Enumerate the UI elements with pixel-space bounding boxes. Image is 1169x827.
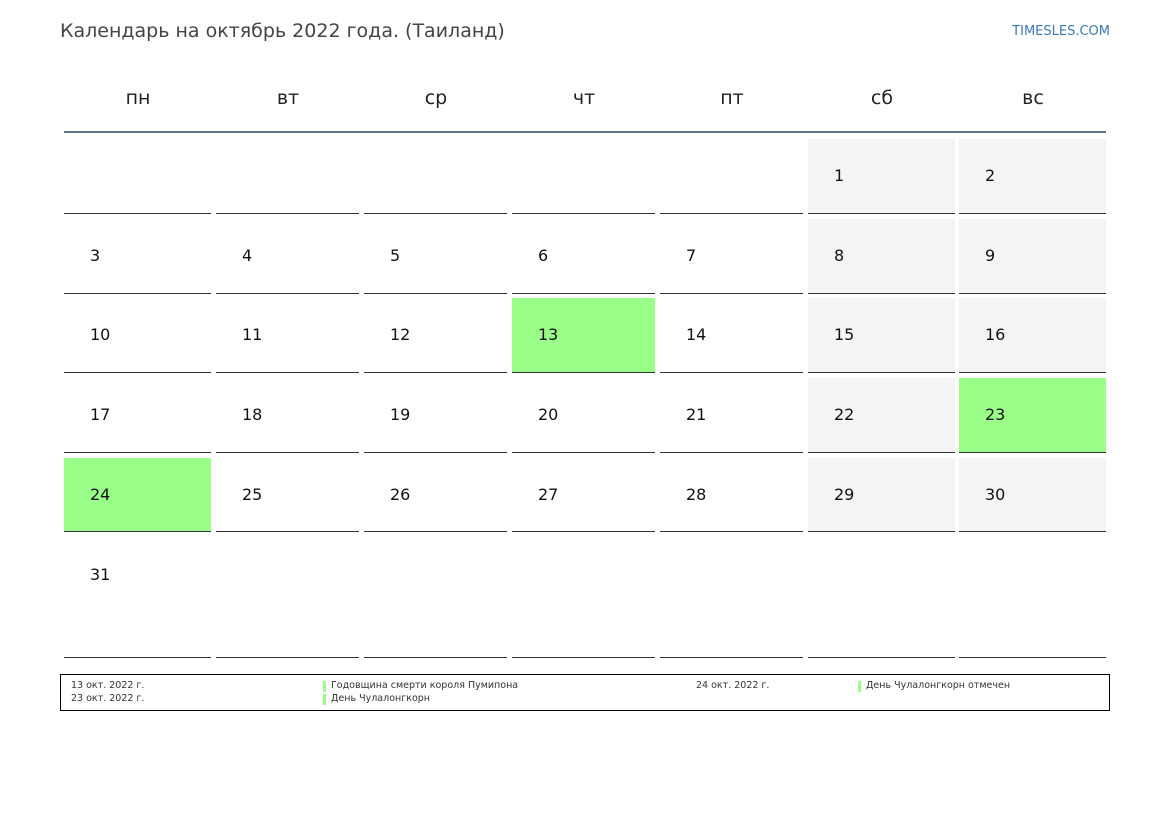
day-cell <box>364 378 507 453</box>
day-number: 30 <box>985 485 1006 504</box>
day-number: 18 <box>242 405 263 424</box>
holiday-legend <box>60 674 1110 711</box>
day-cell <box>512 139 655 214</box>
day-cell <box>660 458 803 532</box>
day-cell <box>64 139 211 214</box>
day-number: 11 <box>242 325 263 344</box>
weekday-label: чт <box>572 87 596 109</box>
day-number: 29 <box>834 485 855 504</box>
holiday-marker <box>858 681 861 692</box>
day-cell <box>959 298 1106 373</box>
day-number: 20 <box>538 405 559 424</box>
day-cell <box>216 538 359 658</box>
day-number: 6 <box>538 246 549 265</box>
day-cell <box>216 378 359 453</box>
day-cell <box>512 298 655 373</box>
day-number: 23 <box>985 405 1006 424</box>
day-number: 14 <box>686 325 707 344</box>
day-cell <box>216 298 359 373</box>
day-cell <box>512 458 655 532</box>
day-number: 8 <box>834 246 845 265</box>
day-cell <box>512 378 655 453</box>
day-cell <box>64 458 211 532</box>
day-number: 21 <box>686 405 707 424</box>
day-cell <box>216 139 359 214</box>
weekday-label: вт <box>276 87 300 109</box>
day-cell <box>364 139 507 214</box>
day-number: 16 <box>985 325 1006 344</box>
day-cell <box>364 538 507 658</box>
day-number: 10 <box>90 325 111 344</box>
holiday-marker <box>323 694 326 705</box>
header-rule <box>64 131 1106 133</box>
day-cell <box>660 219 803 294</box>
holiday-date: 24 окт. 2022 г. <box>696 680 770 691</box>
day-number: 22 <box>834 405 855 424</box>
day-number: 9 <box>985 246 996 265</box>
day-cell <box>660 538 803 658</box>
day-number: 15 <box>834 325 855 344</box>
day-cell <box>808 139 955 214</box>
day-number: 25 <box>242 485 263 504</box>
weekday-label: вс <box>1022 87 1044 109</box>
holiday-date: 13 окт. 2022 г. <box>71 680 145 691</box>
day-cell <box>808 298 955 373</box>
day-cell <box>216 219 359 294</box>
day-cell <box>660 298 803 373</box>
day-number: 1 <box>834 166 845 185</box>
day-cell <box>959 139 1106 214</box>
day-cell <box>364 458 507 532</box>
holiday-name: День Чулалонгкорн отмечен <box>866 680 1011 691</box>
day-cell <box>512 538 655 658</box>
day-cell <box>512 219 655 294</box>
day-cell <box>660 378 803 453</box>
holiday-marker <box>323 681 326 692</box>
day-number: 5 <box>390 246 401 265</box>
day-cell <box>64 378 211 453</box>
day-cell <box>808 219 955 294</box>
day-cell <box>364 298 507 373</box>
day-cell <box>808 458 955 532</box>
day-number: 17 <box>90 405 111 424</box>
day-number: 7 <box>686 246 697 265</box>
title: Календарь на октябрь 2022 года. (Таиланд… <box>60 20 505 42</box>
weekday-label: ср <box>424 87 448 109</box>
day-number: 24 <box>90 485 111 504</box>
site-link[interactable]: TIMESLES.COM <box>1012 24 1110 39</box>
day-number: 4 <box>242 246 253 265</box>
holiday-date: 23 окт. 2022 г. <box>71 693 145 704</box>
day-cell <box>959 538 1106 658</box>
day-number: 12 <box>390 325 411 344</box>
day-number: 26 <box>390 485 411 504</box>
weekday-label: пн <box>125 87 151 109</box>
day-cell <box>64 298 211 373</box>
day-number: 28 <box>686 485 707 504</box>
holiday-name: День Чулалонгкорн <box>331 693 431 704</box>
day-cell <box>959 378 1106 453</box>
day-number: 13 <box>538 325 559 344</box>
day-cell <box>808 378 955 453</box>
day-number: 31 <box>90 565 111 584</box>
day-number: 3 <box>90 246 101 265</box>
day-cell <box>959 458 1106 532</box>
day-number: 27 <box>538 485 559 504</box>
day-cell <box>959 219 1106 294</box>
holiday-name: Годовщина смерти короля Пумипона <box>331 680 519 691</box>
weekday-label: сб <box>870 87 894 109</box>
weekday-label: пт <box>720 87 744 109</box>
day-cell <box>64 219 211 294</box>
day-cell <box>808 538 955 658</box>
day-cell <box>364 219 507 294</box>
day-cell <box>64 538 211 658</box>
day-number: 2 <box>985 166 996 185</box>
day-number: 19 <box>390 405 411 424</box>
day-cell <box>216 458 359 532</box>
day-cell <box>660 139 803 214</box>
